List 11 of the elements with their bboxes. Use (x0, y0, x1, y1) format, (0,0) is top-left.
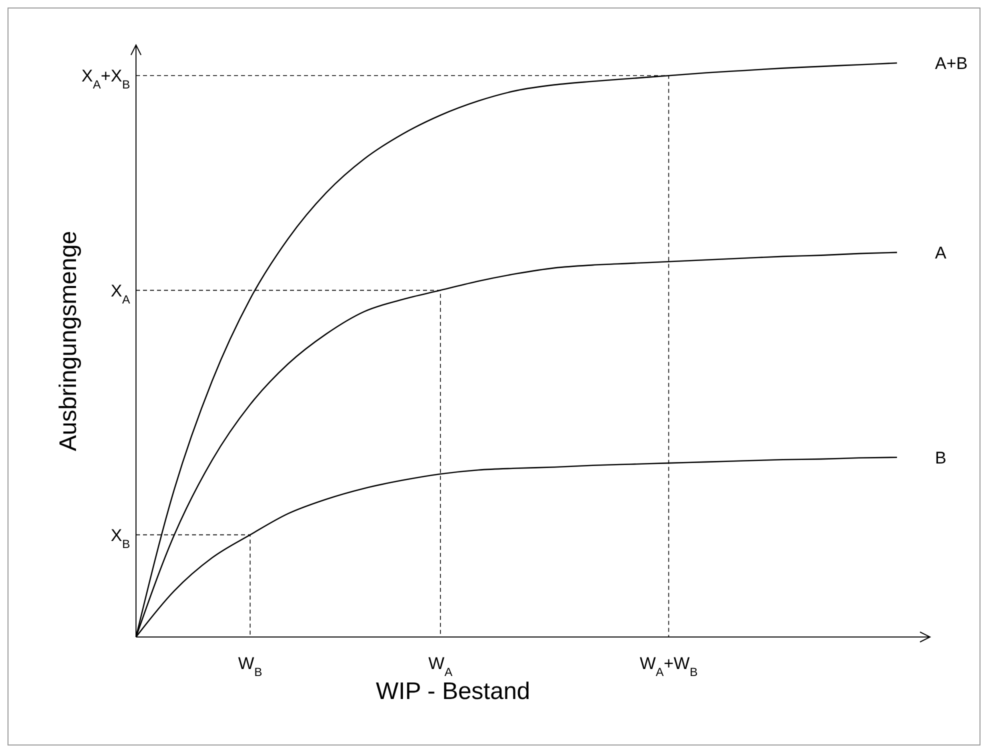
text: A (935, 243, 947, 262)
x-axis-title: WIP - Bestand (376, 678, 530, 705)
ref-line-label: X$_{B}$ (110, 526, 130, 551)
ref-line-label: X$_{A}$ (110, 281, 130, 306)
text: B (935, 448, 946, 468)
text: A+B (935, 54, 968, 73)
y-axis-title: Ausbringungsmenge (55, 230, 82, 452)
x-tick-label: W$_{B}$ (238, 654, 262, 679)
ref-line-label: X$_{A}$+X$_{B}$ (82, 66, 130, 92)
x-tick-label: W$_{A}$+W$_{B}$ (640, 654, 698, 679)
x-tick-label: W$_{A}$ (428, 654, 452, 679)
